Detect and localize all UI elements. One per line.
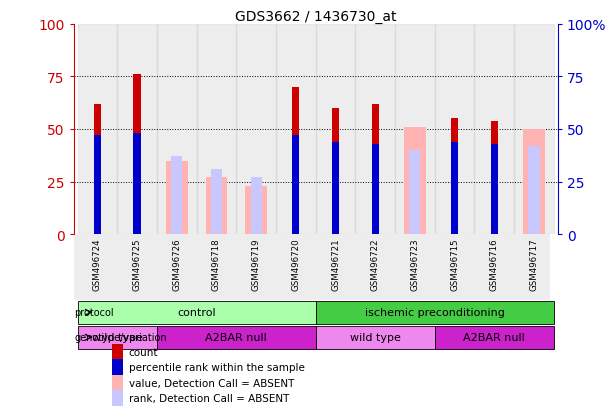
Text: GSM496718: GSM496718	[212, 238, 221, 290]
Bar	[514, 25, 554, 235]
Bar	[356, 25, 395, 235]
Bar	[292, 88, 299, 136]
Bar	[157, 25, 197, 235]
Bar	[316, 326, 435, 349]
Text: wild type: wild type	[92, 332, 143, 342]
Text: wild type: wild type	[350, 332, 401, 342]
Bar	[451, 142, 458, 235]
Bar	[435, 326, 554, 349]
Text: GSM496719: GSM496719	[252, 238, 261, 290]
Text: A2BAR null: A2BAR null	[205, 332, 267, 342]
Bar	[197, 25, 236, 235]
Text: value, Detection Call = ABSENT: value, Detection Call = ABSENT	[129, 378, 294, 388]
Bar	[491, 144, 498, 235]
Bar	[491, 121, 498, 144]
Bar	[276, 25, 316, 235]
Title: GDS3662 / 1436730_at: GDS3662 / 1436730_at	[235, 10, 397, 24]
Text: GSM496717: GSM496717	[530, 238, 538, 290]
Bar	[117, 25, 157, 235]
Bar	[112, 359, 123, 376]
Bar	[236, 25, 276, 235]
Bar	[205, 178, 227, 235]
Bar	[94, 104, 101, 235]
Text: GSM496725: GSM496725	[132, 238, 142, 290]
Bar	[435, 25, 474, 235]
Bar	[332, 109, 339, 235]
Bar	[292, 136, 299, 235]
Text: GSM496721: GSM496721	[331, 238, 340, 290]
Bar	[316, 25, 356, 235]
Bar	[134, 134, 140, 235]
Bar	[77, 326, 157, 349]
Bar	[371, 104, 379, 235]
Text: count: count	[129, 347, 158, 357]
Bar	[112, 390, 123, 406]
Bar	[332, 109, 339, 142]
Bar	[528, 147, 539, 235]
Bar	[395, 25, 435, 235]
Text: GSM496722: GSM496722	[371, 238, 379, 290]
Bar	[171, 157, 182, 235]
Text: genotype/variation: genotype/variation	[74, 332, 167, 342]
Text: GSM496720: GSM496720	[291, 238, 300, 290]
Bar	[251, 178, 262, 235]
Bar	[94, 136, 101, 235]
Bar	[371, 104, 379, 144]
Bar	[332, 142, 339, 235]
Bar	[474, 25, 514, 235]
Bar	[451, 119, 458, 235]
Text: control: control	[177, 308, 216, 318]
Bar	[409, 151, 421, 235]
Bar	[166, 161, 188, 235]
Text: percentile rank within the sample: percentile rank within the sample	[129, 363, 305, 373]
Bar	[404, 128, 426, 235]
Bar	[245, 186, 267, 235]
Text: protocol: protocol	[74, 308, 114, 318]
Bar	[371, 144, 379, 235]
Text: GSM496726: GSM496726	[172, 238, 181, 290]
Bar	[77, 25, 117, 235]
Bar	[292, 88, 299, 235]
Bar	[316, 301, 554, 324]
Bar	[491, 121, 498, 235]
Bar	[112, 375, 123, 391]
Text: GSM496715: GSM496715	[450, 238, 459, 290]
Text: ischemic preconditioning: ischemic preconditioning	[365, 308, 504, 318]
Bar	[134, 75, 140, 134]
Text: GSM496723: GSM496723	[411, 238, 419, 290]
Text: rank, Detection Call = ABSENT: rank, Detection Call = ABSENT	[129, 393, 289, 403]
Bar	[134, 75, 140, 235]
Bar	[211, 169, 222, 235]
Bar	[451, 119, 458, 142]
Bar	[94, 104, 101, 136]
Text: GSM496716: GSM496716	[490, 238, 499, 290]
Bar	[523, 130, 545, 235]
Text: A2BAR null: A2BAR null	[463, 332, 525, 342]
Bar	[112, 344, 123, 361]
Bar	[157, 326, 316, 349]
Text: GSM496724: GSM496724	[93, 238, 102, 290]
Bar	[77, 301, 316, 324]
